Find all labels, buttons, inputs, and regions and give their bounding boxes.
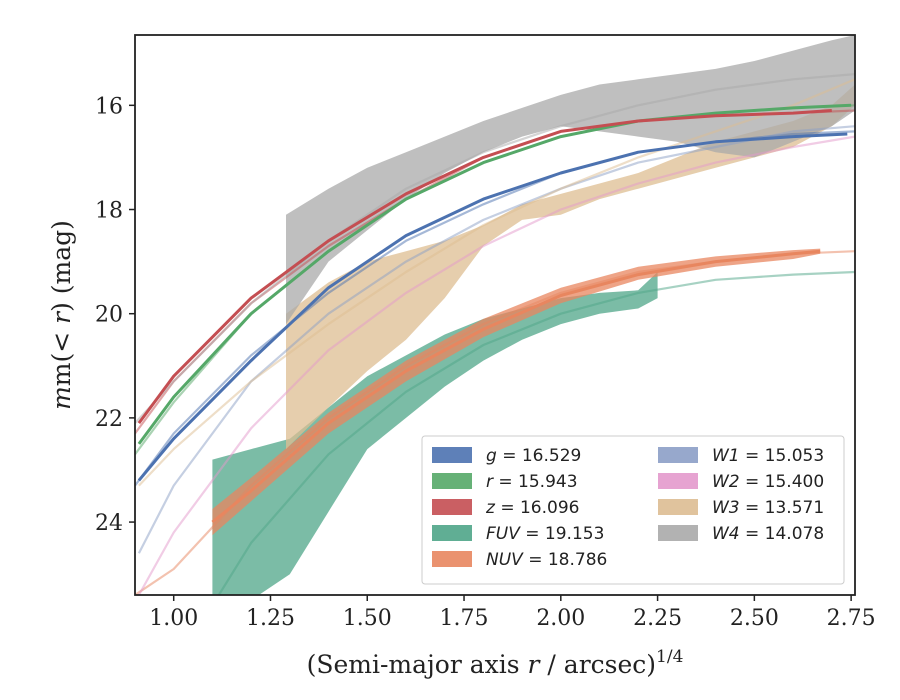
faint-line-fuv bbox=[217, 270, 855, 595]
y-tick-label: 18 bbox=[95, 199, 123, 224]
x-tick-label: 1.00 bbox=[149, 606, 198, 631]
line-z bbox=[137, 109, 832, 424]
legend-label-w4: W4 = 14.078 bbox=[712, 524, 824, 544]
legend-swatch-z bbox=[432, 499, 472, 515]
faint-line-w1 bbox=[137, 125, 855, 554]
x-tick-label: 2.50 bbox=[730, 606, 779, 631]
legend: g = 16.529 r = 15.943 z = 16.096 FUV = 19.1… bbox=[421, 435, 845, 585]
legend-swatch-nuv bbox=[432, 551, 472, 567]
y-tick-label: 16 bbox=[95, 94, 123, 119]
legend-label-w3: W3 = 13.571 bbox=[712, 498, 824, 518]
y-tick-label: 20 bbox=[95, 303, 123, 328]
legend-label-nuv: NUV = 18.786 bbox=[486, 550, 607, 570]
x-tick-label: 1.50 bbox=[343, 606, 392, 631]
legend-swatch-w4 bbox=[658, 525, 698, 541]
legend-label-r: r = 15.943 bbox=[486, 472, 578, 492]
band-fuv bbox=[212, 272, 658, 595]
x-axis: 1.00 1.25 1.50 1.75 2.00 2.25 2.50 2.75 bbox=[149, 595, 876, 631]
line-g bbox=[137, 132, 848, 482]
faint-line-g bbox=[135, 130, 855, 487]
faint-line-w3 bbox=[138, 78, 855, 487]
legend-swatch-fuv bbox=[432, 525, 472, 541]
legend-label-w1: W1 = 15.053 bbox=[712, 446, 824, 466]
band-nuv bbox=[212, 248, 821, 536]
legend-swatch-w3 bbox=[658, 499, 698, 515]
legend-swatch-w1 bbox=[658, 447, 698, 463]
y-tick-label: 24 bbox=[95, 511, 123, 536]
line-nuv bbox=[211, 249, 821, 524]
y-axis-label: mm(< r) (mag) bbox=[47, 220, 76, 410]
faint-line-w2 bbox=[137, 135, 855, 595]
y-axis: 16 18 20 22 24 bbox=[95, 94, 135, 536]
legend-label-z: z = 16.096 bbox=[485, 498, 579, 518]
plot-frame bbox=[134, 34, 856, 596]
band-w4 bbox=[286, 35, 855, 325]
x-axis-label: (Semi-major axis r / arcsec)1/4 bbox=[307, 647, 684, 679]
x-tick-label: 2.00 bbox=[536, 606, 585, 631]
faint-line-w4 bbox=[135, 73, 855, 424]
x-tick-label: 2.25 bbox=[633, 606, 682, 631]
y-tick-label: 22 bbox=[95, 407, 123, 432]
legend-swatch-w2 bbox=[658, 473, 698, 489]
legend-label-fuv: FUV = 19.153 bbox=[486, 524, 604, 544]
legend-swatch-r bbox=[432, 473, 472, 489]
line-r bbox=[137, 103, 852, 445]
legend-frame bbox=[421, 435, 845, 585]
x-tick-label: 1.75 bbox=[440, 606, 489, 631]
legend-swatch-g bbox=[432, 447, 472, 463]
x-tick-label: 2.75 bbox=[827, 606, 876, 631]
x-tick-label: 1.25 bbox=[246, 606, 295, 631]
legend-label-g: g = 16.529 bbox=[486, 446, 581, 466]
legend-label-w2: W2 = 15.400 bbox=[712, 472, 824, 492]
